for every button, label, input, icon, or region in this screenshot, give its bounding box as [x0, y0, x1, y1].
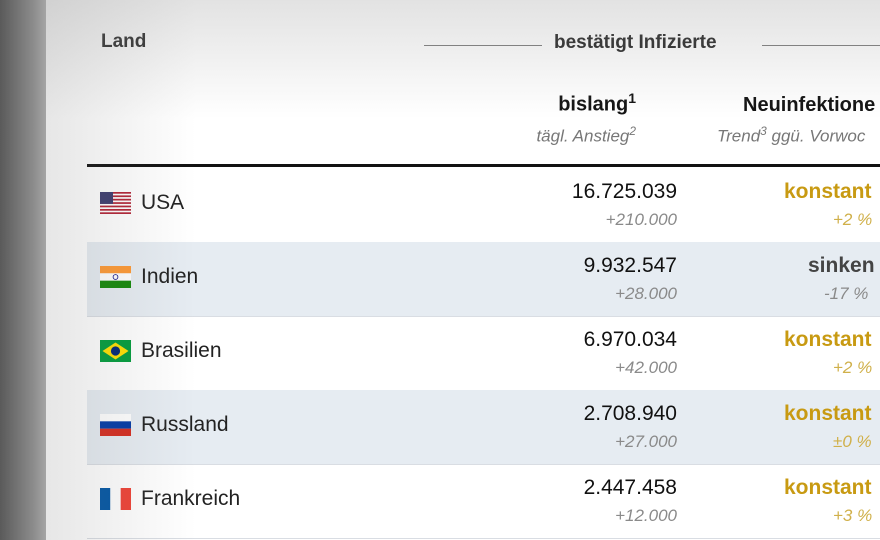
- trend-percent: ±0 %: [833, 432, 872, 451]
- table-row[interactable]: Frankreich 2.447.458 +12.000 konstant +3…: [87, 464, 880, 539]
- trend-percent: +2 %: [833, 358, 873, 377]
- total-cases: 2.447.458: [583, 476, 677, 499]
- column-header-new-infections: Neuinfektione: [743, 94, 876, 116]
- trend-percent: +3 %: [833, 506, 873, 525]
- russia-flag-icon: [100, 414, 131, 436]
- column-header-total: bislang1: [558, 90, 636, 116]
- table-row[interactable]: Brasilien 6.970.034 +42.000 konstant +2 …: [87, 316, 880, 391]
- brazil-flag-icon: [100, 340, 131, 362]
- column-header-country: Land: [101, 31, 147, 52]
- group-header-confirmed: bestätigt Infizierte: [554, 32, 717, 53]
- trend-label: konstant: [784, 476, 872, 499]
- table-row[interactable]: Russland 2.708.940 +27.000 konstant ±0 %: [87, 390, 880, 465]
- total-cases: 6.970.034: [583, 328, 677, 351]
- india-flag-icon: [100, 266, 131, 288]
- data-table-sheet: Land bestätigt Infizierte bislang1 tägl.…: [46, 0, 880, 540]
- group-divider-right: [762, 45, 880, 46]
- trend-percent: -17 %: [824, 284, 869, 303]
- us-flag-icon: [100, 192, 131, 214]
- france-flag-icon: [100, 488, 131, 510]
- trend-label: konstant: [784, 402, 872, 425]
- country-name: USA: [141, 191, 185, 214]
- country-name: Indien: [141, 265, 199, 288]
- daily-rise: +42.000: [615, 358, 677, 377]
- column-subheader-trend: Trend3 ggü. Vorwoc: [717, 124, 866, 146]
- total-cases: 16.725.039: [571, 180, 677, 203]
- daily-rise: +28.000: [615, 284, 677, 303]
- country-name: Russland: [141, 413, 229, 436]
- daily-rise: +27.000: [615, 432, 677, 451]
- background-shadow: [0, 0, 46, 540]
- total-cases: 9.932.547: [583, 254, 677, 277]
- group-divider-left: [424, 45, 542, 46]
- daily-rise: +210.000: [605, 210, 677, 229]
- country-name: Brasilien: [141, 339, 222, 362]
- trend-label: konstant: [784, 180, 872, 203]
- table-row[interactable]: Indien 9.932.547 +28.000 sinken -17 %: [87, 242, 880, 317]
- country-name: Frankreich: [141, 487, 241, 510]
- table-row[interactable]: USA 16.725.039 +210.000 konstant +2 %: [87, 168, 880, 243]
- trend-label: konstant: [784, 328, 872, 351]
- total-cases: 2.708.940: [583, 402, 677, 425]
- trend-label: sinken: [808, 254, 875, 277]
- header-rule: [87, 164, 880, 167]
- trend-percent: +2 %: [833, 210, 873, 229]
- column-subheader-daily-rise: tägl. Anstieg2: [536, 124, 636, 146]
- daily-rise: +12.000: [615, 506, 677, 525]
